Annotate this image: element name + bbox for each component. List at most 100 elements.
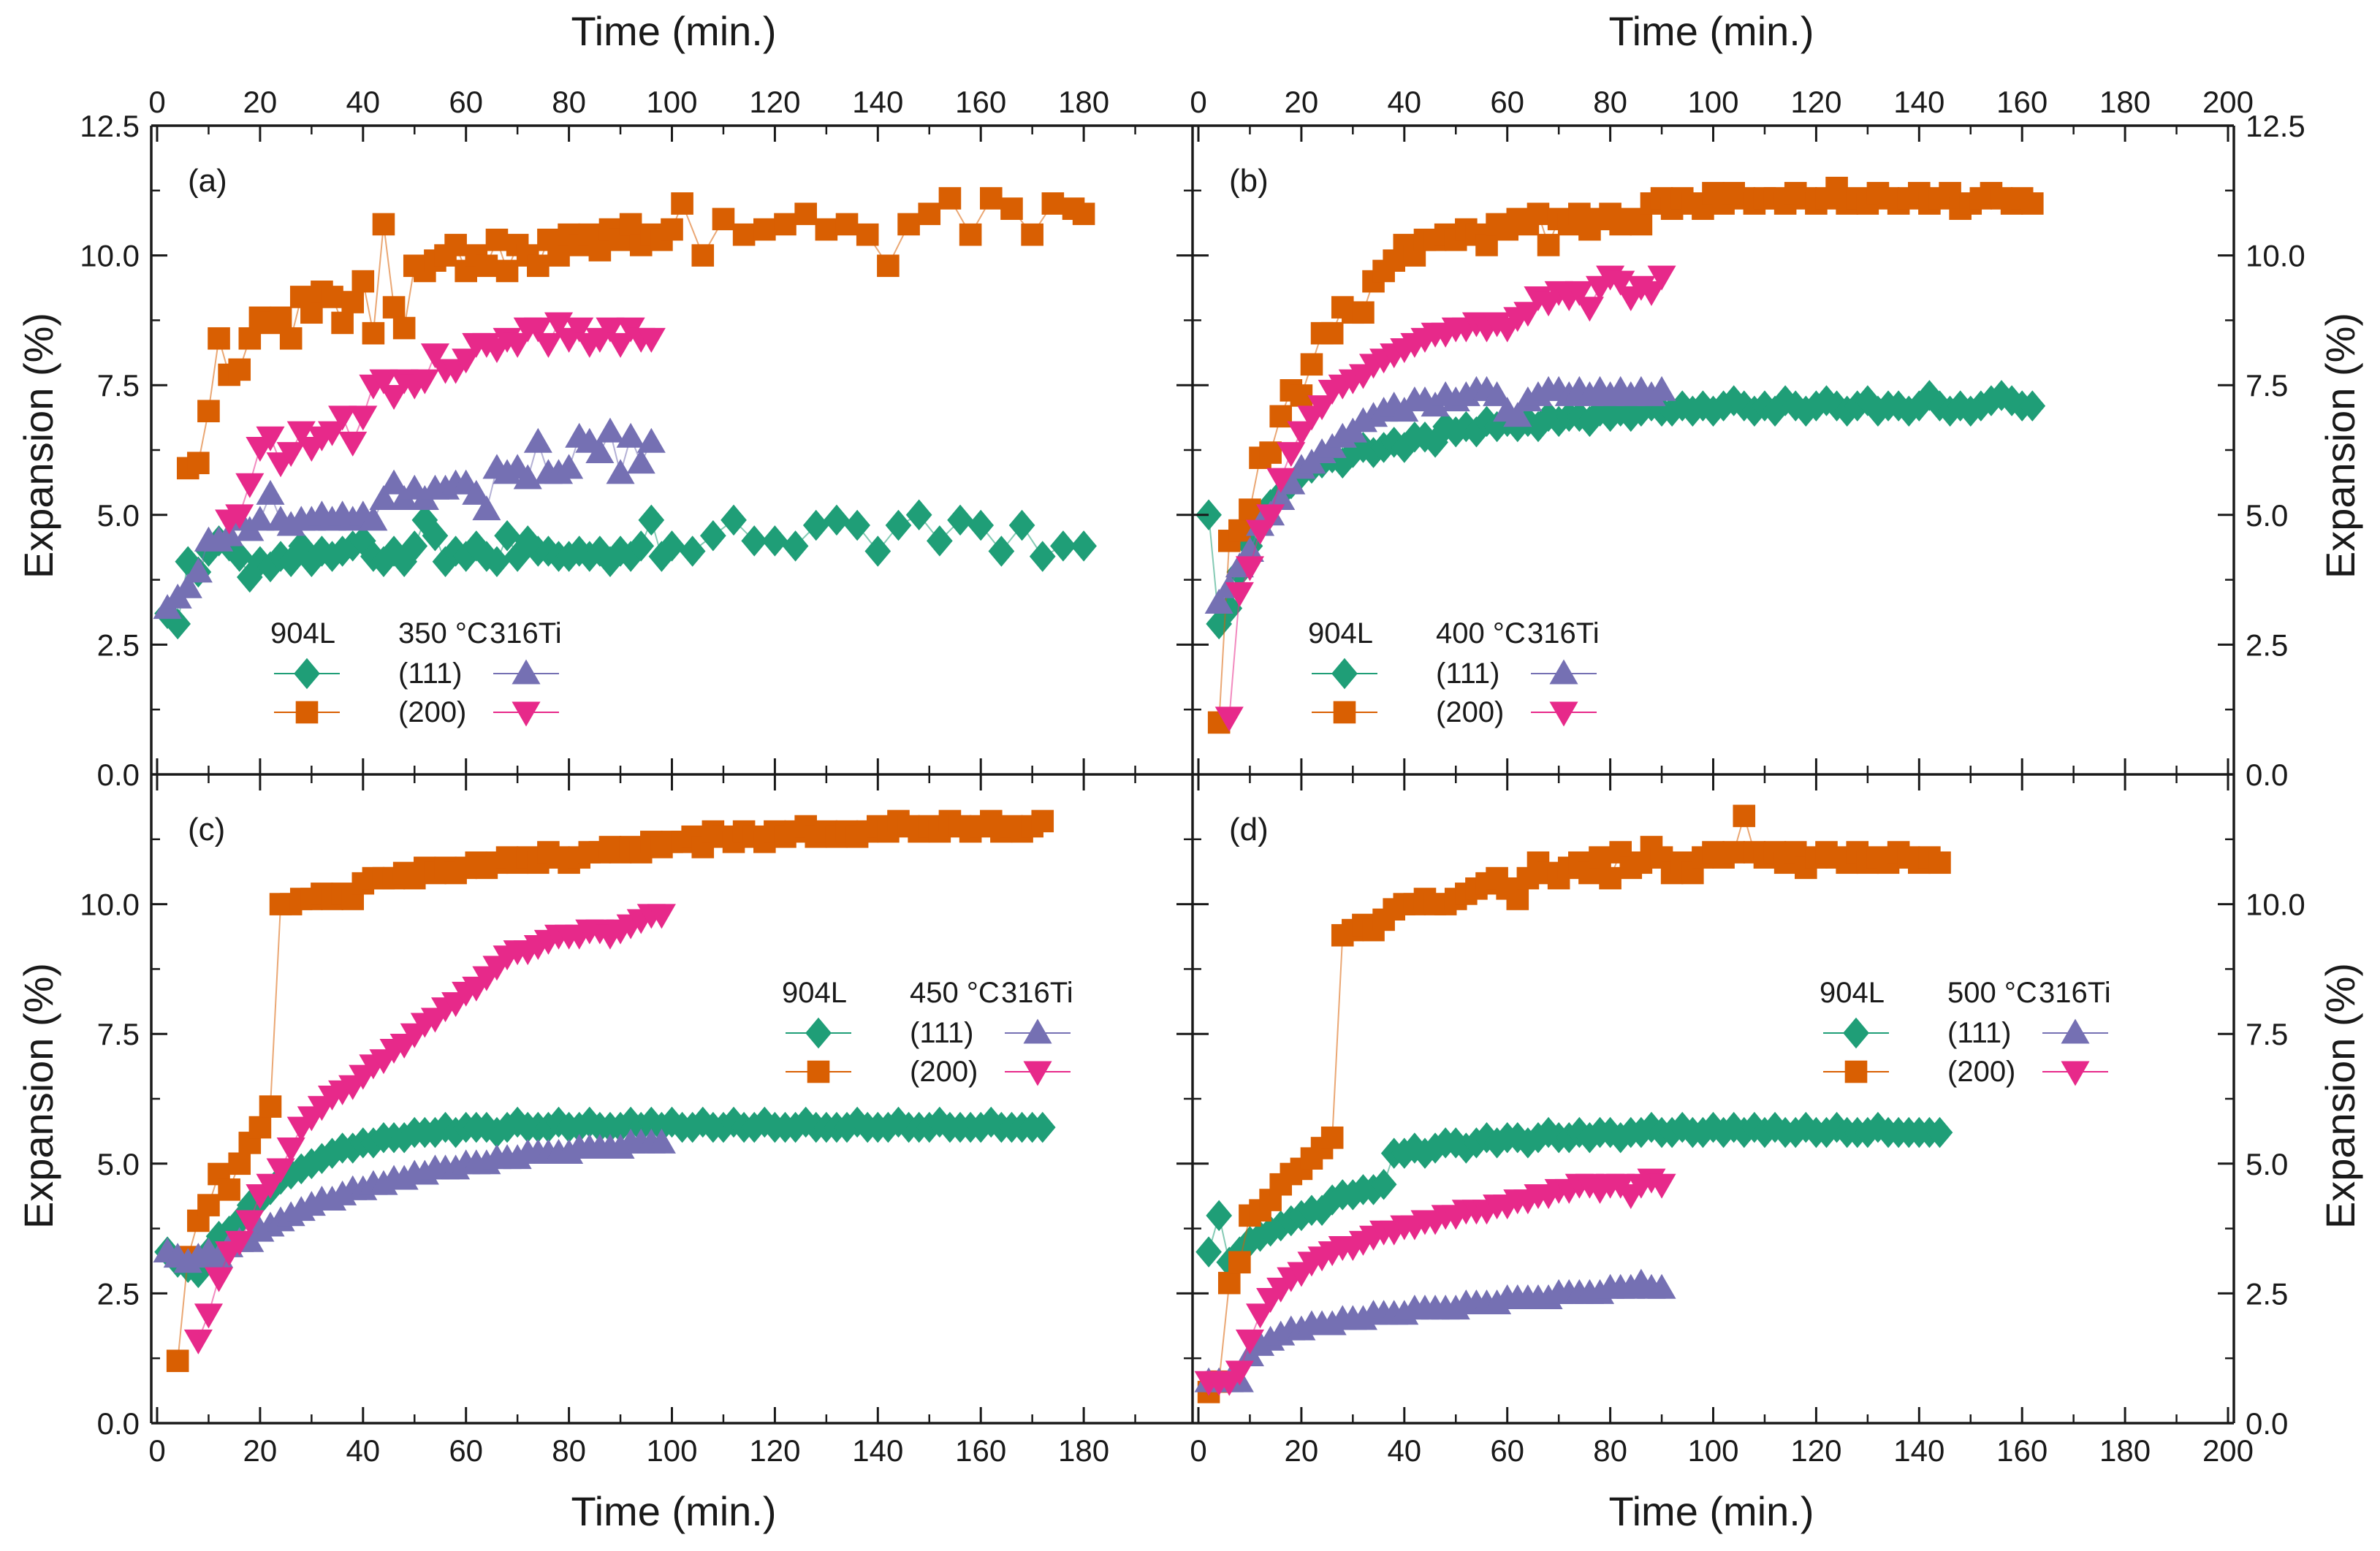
bottom-left-axis-title: Time (min.): [571, 1488, 776, 1534]
data-point: [379, 384, 408, 410]
x-tick-label: 140: [1893, 85, 1944, 119]
data-point: [1537, 234, 1560, 256]
legend-temperature: 350 °C: [398, 617, 488, 649]
legend-row-label: (111): [910, 1017, 973, 1049]
data-point: [636, 427, 666, 453]
data-point: [362, 321, 385, 345]
data-point: [1647, 1273, 1676, 1299]
data-point: [979, 187, 1003, 210]
data-point: [266, 1158, 295, 1184]
data-point: [555, 541, 582, 572]
x-tick-label: 100: [1687, 1433, 1738, 1468]
data-point: [372, 213, 395, 236]
data-point: [279, 327, 303, 350]
data-point: [391, 1122, 418, 1154]
x-tick-label: 0: [148, 1433, 165, 1468]
data-point: [794, 202, 817, 226]
legend-right-header: 316Ti: [490, 617, 562, 649]
data-point: [1442, 416, 1470, 448]
x-ticks: 0 20 40 60 80 100 120 140 160 180 200: [1190, 85, 2254, 774]
x-tick-label: 140: [852, 85, 903, 119]
data-point: [1214, 706, 1244, 732]
data-point: [1370, 1168, 1397, 1200]
data-point: [183, 1329, 213, 1354]
data-point: [959, 223, 982, 246]
x-tick-label: 0: [1190, 85, 1206, 119]
data-point: [276, 442, 305, 468]
data-point: [370, 546, 397, 577]
legend-marker: [512, 659, 541, 685]
data-point: [916, 1111, 943, 1143]
data-point: [1277, 469, 1306, 495]
data-point: [1259, 441, 1282, 464]
data-point: [628, 1111, 655, 1143]
data-point: [691, 244, 715, 267]
top-left-axis-title: Time (min.): [571, 8, 776, 54]
data-point: [741, 1111, 768, 1143]
x-tick-label: 200: [2202, 85, 2254, 119]
data-point: [988, 536, 1015, 567]
data-point: [774, 213, 796, 236]
y-tick-label: 2.5: [97, 1276, 140, 1311]
x-tick-label: 60: [1490, 1433, 1524, 1468]
y-tick-label: 7.5: [97, 368, 140, 403]
data-point: [349, 405, 378, 431]
data-point: [1041, 192, 1065, 215]
data-point: [300, 301, 323, 324]
x-tick-label: 80: [1593, 85, 1627, 119]
data-point: [1527, 202, 1550, 226]
data-point: [494, 519, 520, 552]
data-point: [2020, 192, 2044, 215]
data-point: [420, 343, 449, 369]
data-point: [802, 509, 829, 541]
left-bottom-y-axis-title: Expansion (%): [15, 963, 61, 1229]
panel-label: (d): [1229, 812, 1269, 847]
data-point: [256, 426, 285, 451]
series-diamond-d: [1195, 1111, 1953, 1278]
data-point: [565, 317, 594, 343]
data-point: [339, 530, 366, 562]
data-point: [1071, 530, 1097, 562]
data-point: [1000, 197, 1023, 220]
data-point: [183, 557, 213, 583]
legend-right-header: 316Ti: [1527, 617, 1600, 649]
data-point: [1206, 1200, 1233, 1232]
data-point: [1269, 405, 1293, 428]
panels: (a) 0 20 40 60 80 100 120 140 160 180 0.0 2.5 5.0 7.5 1…: [80, 85, 2305, 1468]
data-point: [331, 311, 354, 335]
data-point: [1637, 281, 1666, 306]
x-tick-label: 100: [646, 1433, 697, 1468]
data-point: [472, 495, 501, 521]
data-point: [1235, 556, 1264, 582]
data-point: [1329, 447, 1356, 479]
data-point: [462, 479, 491, 505]
data-point: [864, 536, 891, 567]
legend-marker: [1023, 1061, 1052, 1086]
data-point: [369, 369, 398, 395]
data-point: [225, 1230, 254, 1256]
data-point: [628, 530, 655, 562]
x-tick-label: 120: [749, 85, 800, 119]
data-point: [616, 422, 645, 448]
data-point: [523, 317, 552, 343]
y-tick-label: 10.0: [2246, 888, 2305, 922]
data-point: [208, 327, 230, 350]
series-triangle-down-d: [1194, 1168, 1676, 1396]
data-point: [328, 405, 357, 431]
data-point: [897, 213, 920, 236]
data-point: [1217, 1271, 1241, 1295]
data-point: [741, 525, 768, 557]
legend-row-label: (200): [910, 1056, 978, 1088]
y-tick-label: 12.5: [2246, 109, 2305, 143]
data-point: [442, 1116, 469, 1148]
x-tick-label: 140: [852, 1433, 903, 1468]
data-point: [721, 1106, 747, 1138]
y-tick-label: 7.5: [2246, 368, 2288, 403]
data-point: [1228, 519, 1251, 542]
data-point: [638, 504, 665, 536]
data-point: [905, 499, 932, 531]
data-point: [1647, 265, 1676, 291]
legend-row-label: (200): [1947, 1056, 2015, 1088]
x-tick-label: 80: [552, 85, 586, 119]
y-tick-label: 10.0: [2246, 239, 2305, 273]
